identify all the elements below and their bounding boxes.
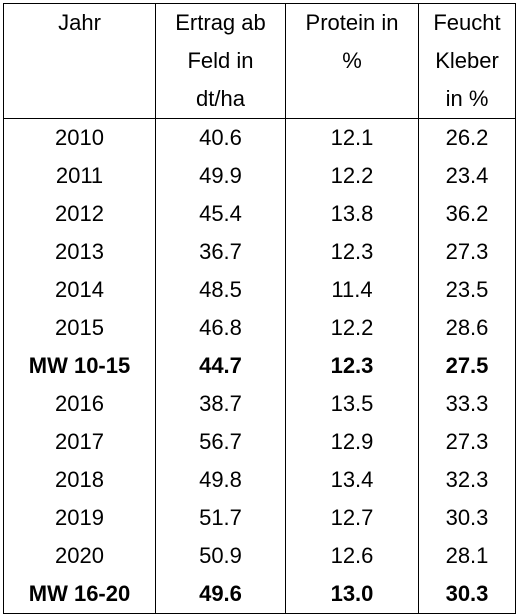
cell-year: 2019 xyxy=(3,499,156,537)
cell-year: 2015 xyxy=(3,309,156,347)
cell-yield: 36.7 xyxy=(155,233,286,271)
header-protein-line-2: % xyxy=(342,48,362,73)
cell-year: MW 10-15 xyxy=(3,347,156,385)
header-yield-line-1: Ertrag ab xyxy=(175,10,266,35)
table-row: 2011 49.9 12.2 23.4 xyxy=(3,157,516,195)
table-row: 2017 56.7 12.9 27.3 xyxy=(3,423,516,461)
header-gluten-line-3: in % xyxy=(445,86,489,111)
cell-yield: 45.4 xyxy=(155,195,286,233)
cell-protein: 13.8 xyxy=(285,195,419,233)
cell-protein: 12.3 xyxy=(285,233,419,271)
cell-yield: 44.7 xyxy=(155,347,286,385)
cell-year: 2014 xyxy=(3,271,156,309)
header-year-line: Jahr xyxy=(58,10,101,35)
table-row: 2018 49.8 13.4 32.3 xyxy=(3,461,516,499)
cell-yield: 40.6 xyxy=(155,118,286,157)
header-yield-line-3: dt/ha xyxy=(196,86,245,111)
table-row: 2015 46.8 12.2 28.6 xyxy=(3,309,516,347)
cell-protein: 13.0 xyxy=(285,575,419,614)
cell-yield: 38.7 xyxy=(155,385,286,423)
data-table: Jahr Ertrag ab Feld in dt/ha Protein in … xyxy=(3,3,516,614)
cell-protein: 12.3 xyxy=(285,347,419,385)
cell-year: 2016 xyxy=(3,385,156,423)
cell-protein: 12.2 xyxy=(285,157,419,195)
cell-yield: 50.9 xyxy=(155,537,286,575)
cell-gluten: 27.5 xyxy=(418,347,516,385)
cell-gluten: 27.3 xyxy=(418,423,516,461)
cell-yield: 48.5 xyxy=(155,271,286,309)
cell-protein: 11.4 xyxy=(285,271,419,309)
cell-gluten: 28.1 xyxy=(418,537,516,575)
cell-year: 2013 xyxy=(3,233,156,271)
cell-year: 2020 xyxy=(3,537,156,575)
cell-protein: 12.9 xyxy=(285,423,419,461)
table-row: 2020 50.9 12.6 28.1 xyxy=(3,537,516,575)
cell-year: 2012 xyxy=(3,195,156,233)
cell-protein: 12.7 xyxy=(285,499,419,537)
cell-gluten: 23.5 xyxy=(418,271,516,309)
cell-protein: 12.6 xyxy=(285,537,419,575)
header-gluten-line-2: Kleber xyxy=(435,48,499,73)
header-protein-line-1: Protein in xyxy=(305,10,399,35)
cell-yield: 49.9 xyxy=(155,157,286,195)
cell-gluten: 27.3 xyxy=(418,233,516,271)
average-row: MW 10-15 44.7 12.3 27.5 xyxy=(3,347,516,385)
cell-year: 2010 xyxy=(3,118,156,157)
cell-gluten: 30.3 xyxy=(418,499,516,537)
header-yield-line-2: Feld in xyxy=(187,48,254,73)
cell-protein: 13.4 xyxy=(285,461,419,499)
cell-gluten: 30.3 xyxy=(418,575,516,614)
header-row: Jahr Ertrag ab Feld in dt/ha Protein in … xyxy=(3,3,516,119)
table-row: 2012 45.4 13.8 36.2 xyxy=(3,195,516,233)
table-row: 2016 38.7 13.5 33.3 xyxy=(3,385,516,423)
cell-year: 2011 xyxy=(3,157,156,195)
cell-protein: 12.1 xyxy=(285,118,419,157)
cell-gluten: 33.3 xyxy=(418,385,516,423)
header-gluten-line-1: Feucht xyxy=(433,10,501,35)
cell-yield: 49.8 xyxy=(155,461,286,499)
table-row: 2010 40.6 12.1 26.2 xyxy=(3,118,516,157)
header-year: Jahr xyxy=(3,3,156,119)
header-gluten: Feucht Kleber in % xyxy=(418,3,516,119)
table-body: 2010 40.6 12.1 26.2 2011 49.9 12.2 23.4 2012 45.4… xyxy=(3,118,516,614)
cell-yield: 46.8 xyxy=(155,309,286,347)
average-row: MW 16-20 49.6 13.0 30.3 xyxy=(3,575,516,614)
cell-year: 2017 xyxy=(3,423,156,461)
cell-yield: 56.7 xyxy=(155,423,286,461)
cell-gluten: 32.3 xyxy=(418,461,516,499)
cell-protein: 13.5 xyxy=(285,385,419,423)
cell-protein: 12.2 xyxy=(285,309,419,347)
table-row: 2014 48.5 11.4 23.5 xyxy=(3,271,516,309)
header-yield: Ertrag ab Feld in dt/ha xyxy=(155,3,286,119)
cell-yield: 49.6 xyxy=(155,575,286,614)
cell-yield: 51.7 xyxy=(155,499,286,537)
cell-gluten: 28.6 xyxy=(418,309,516,347)
cell-year: 2018 xyxy=(3,461,156,499)
cell-gluten: 36.2 xyxy=(418,195,516,233)
cell-year: MW 16-20 xyxy=(3,575,156,614)
header-protein: Protein in % xyxy=(285,3,419,119)
table-row: 2013 36.7 12.3 27.3 xyxy=(3,233,516,271)
table-row: 2019 51.7 12.7 30.3 xyxy=(3,499,516,537)
cell-gluten: 23.4 xyxy=(418,157,516,195)
cell-gluten: 26.2 xyxy=(418,118,516,157)
